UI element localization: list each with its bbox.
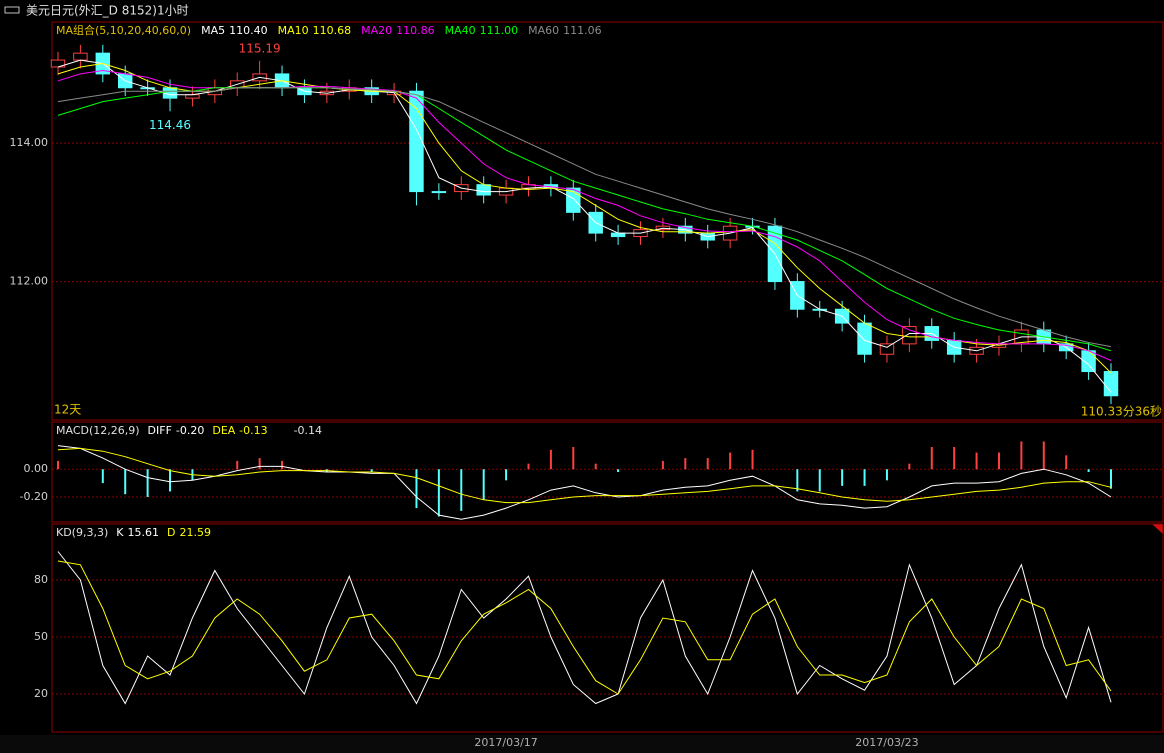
x-tick-label: 2017/03/17	[474, 736, 537, 749]
y-tick-label: 112.00	[10, 275, 49, 288]
legend-title: MACD(12,26,9)	[56, 424, 140, 437]
series-line	[57, 445, 1112, 520]
legend: MA组合(5,10,20,40,60,0) MA5 110.40 MA10 110.68…	[56, 23, 602, 37]
annotation: 114.46	[149, 118, 191, 132]
y-tick-label: 20	[34, 687, 48, 700]
series-line	[57, 87, 1112, 352]
window-title: 美元日元(外汇_D 8152)1小时	[26, 4, 189, 18]
legend-value: 111.00	[480, 24, 519, 37]
series-line	[57, 560, 1112, 695]
annotation: 115.19	[239, 41, 281, 55]
legend-name: MA10	[278, 24, 309, 37]
candle-body	[610, 232, 626, 238]
panel-frame	[51, 421, 1164, 523]
annotation: 110.33分36秒	[1081, 405, 1162, 419]
legend-name: MA60	[528, 24, 559, 37]
legend-value: 15.61	[127, 526, 159, 539]
candle-body	[73, 52, 88, 61]
panel-frame	[51, 21, 1164, 421]
series-line	[57, 59, 1112, 393]
candle-body	[476, 184, 491, 196]
series-line	[57, 87, 1112, 348]
y-tick-label: 80	[34, 573, 48, 586]
candle-body	[857, 322, 872, 355]
legend-value: -0.13	[239, 424, 267, 437]
x-tick-label: 2017/03/23	[855, 736, 918, 749]
y-tick-label: 0.00	[24, 462, 49, 475]
legend-value: 21.59	[179, 526, 211, 539]
legend-title: MA组合(5,10,20,40,60,0)	[56, 23, 191, 37]
annotation: 12天	[54, 403, 81, 417]
legend-value: 111.06	[563, 24, 602, 37]
candle-body	[902, 326, 917, 345]
legend-name: K	[116, 526, 124, 539]
y-tick-label: 114.00	[10, 136, 49, 149]
legend-value: -0.14	[294, 424, 322, 437]
panel-frame	[51, 523, 1164, 733]
legend-value: 110.40	[229, 24, 268, 37]
legend-name: DIFF	[148, 424, 172, 437]
legend-value: 110.86	[396, 24, 435, 37]
legend-name: MA5	[201, 24, 225, 37]
legend-name: D	[167, 526, 175, 539]
legend: MACD(12,26,9) DIFF -0.20 DEA -0.13 -0.14	[56, 424, 322, 437]
legend-name: MA20	[361, 24, 392, 37]
series-line	[57, 447, 1112, 504]
window-icon	[4, 6, 20, 14]
candle-body	[409, 90, 424, 193]
legend-name: DEA	[212, 424, 235, 437]
panel-marker	[1152, 524, 1163, 534]
legend-title: KD(9,3,3)	[56, 526, 108, 539]
candle-body	[431, 191, 447, 194]
legend-name: MA40	[445, 24, 476, 37]
y-tick-label: 50	[34, 630, 48, 643]
y-tick-label: -0.20	[20, 490, 48, 503]
time-axis-bar	[0, 735, 1164, 753]
legend: KD(9,3,3) K 15.61 D 21.59	[56, 526, 211, 539]
candle-body	[879, 343, 895, 355]
legend-value: -0.20	[176, 424, 204, 437]
legend-value: 110.68	[313, 24, 352, 37]
